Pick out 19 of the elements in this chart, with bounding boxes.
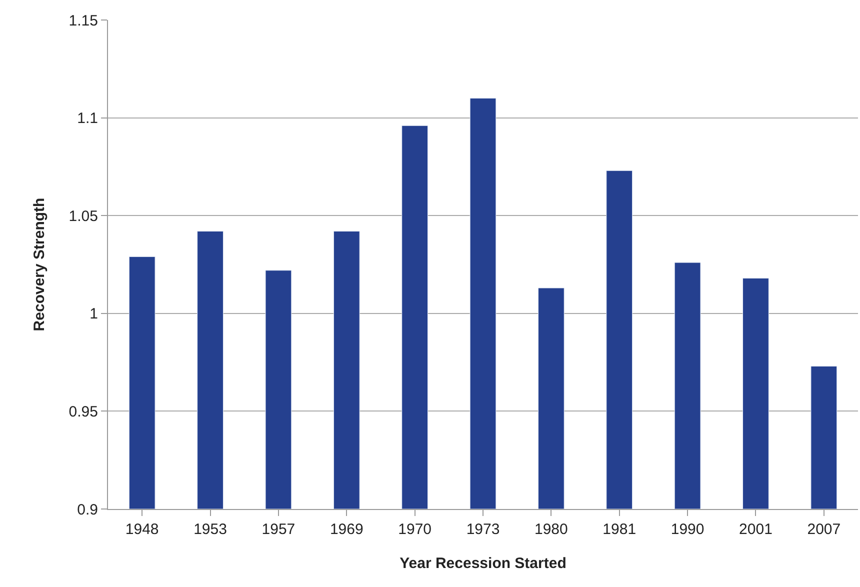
y-tick-label: 1.05	[68, 208, 98, 225]
y-tick-label: 0.9	[77, 501, 98, 518]
y-axis-title: Recovery Strength	[31, 198, 48, 332]
x-axis-title: Year Recession Started	[400, 555, 566, 572]
x-tick-label: 1981	[602, 521, 636, 538]
y-tick-label: 1.15	[68, 12, 98, 30]
y-tick-label: 1.1	[77, 110, 98, 128]
x-tick-label: 1973	[466, 521, 500, 538]
y-tick-label: 0.95	[68, 403, 98, 420]
x-tick-label: 2007	[807, 521, 841, 538]
x-tick-label: 1969	[330, 521, 364, 538]
x-tick-label: 1957	[262, 521, 296, 538]
y-tick-label: 1	[90, 306, 98, 323]
x-tick-label: 1948	[125, 521, 159, 538]
x-tick-label: 1970	[398, 521, 432, 538]
x-tick-label: 2001	[739, 521, 772, 538]
x-tick-label: 1990	[670, 521, 704, 538]
x-tick-label: 1953	[194, 521, 227, 538]
x-tick-label: 1980	[534, 521, 568, 538]
